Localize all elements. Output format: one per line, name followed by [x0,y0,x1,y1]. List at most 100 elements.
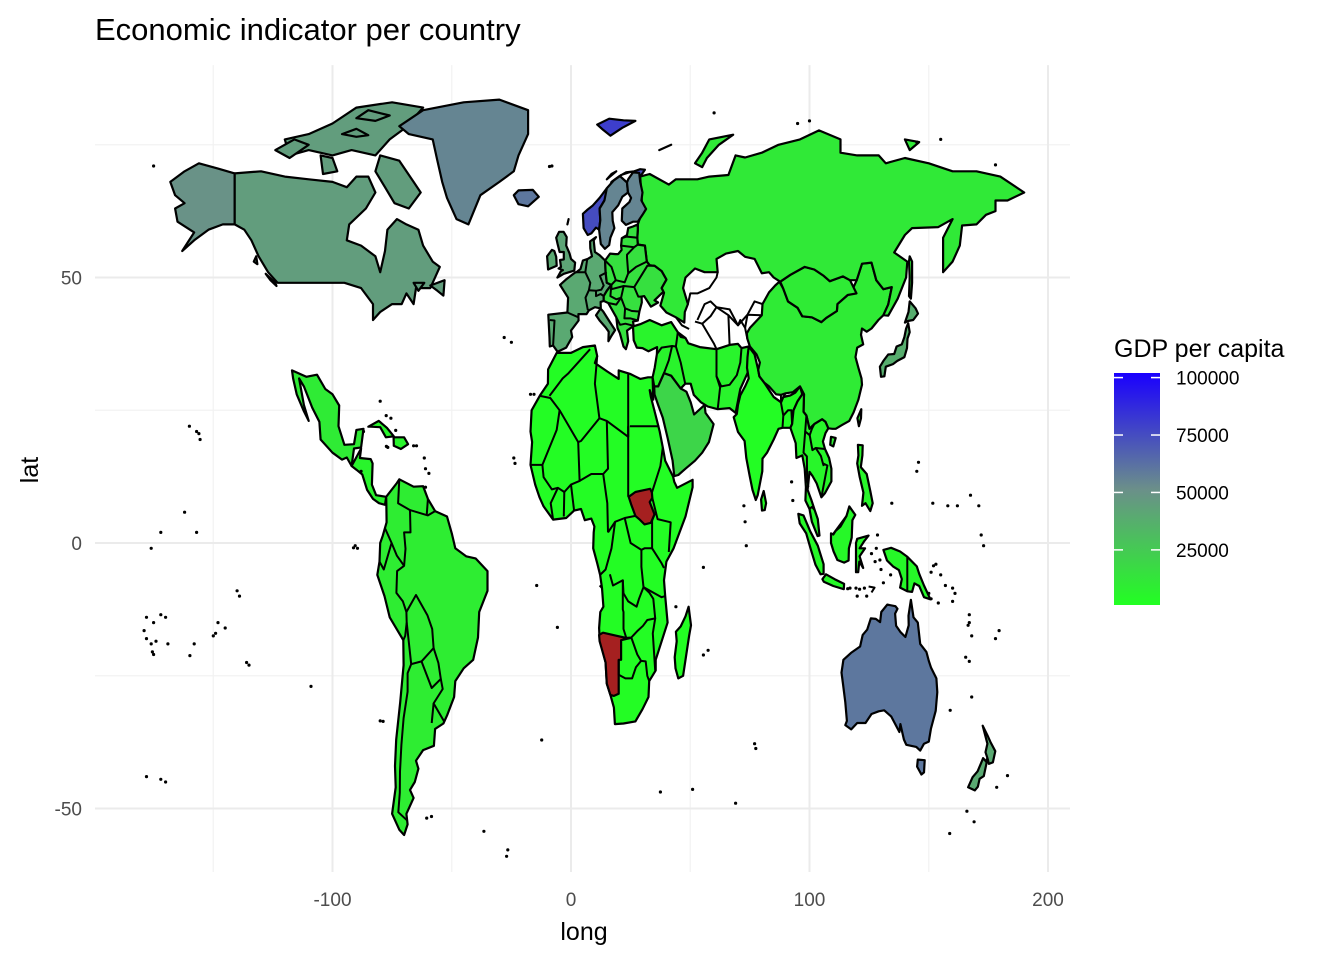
country-hispaniola [394,437,409,449]
country-south-america [377,479,487,835]
island-dot [949,709,952,712]
island-dot [352,546,355,549]
island-dot [882,581,885,584]
island-dot [977,504,980,507]
island-dot [247,664,250,667]
island-dot [790,480,793,483]
island-dot [245,661,248,664]
island-dot [858,588,861,591]
border-line [564,492,565,517]
island-dot [995,786,998,789]
island-dot [214,632,217,635]
legend: GDP per capita 100000750005000025000 [1114,335,1285,605]
island-dot [745,544,748,547]
island-dot [512,456,515,459]
island-dot [532,393,535,396]
legend-title: GDP per capita [1114,335,1285,363]
country-sulawesi [856,536,869,573]
island-dot [691,788,694,791]
island-dot [939,573,942,576]
island-dot [742,504,745,507]
island-dot [425,817,428,820]
island-dot [986,758,989,761]
island-dot [998,629,1001,632]
small-landmass [275,139,308,158]
island-dot [889,573,892,576]
island-dot [863,587,866,590]
island-dot [915,470,918,473]
y-tick-label: 50 [61,269,82,290]
border-line [816,448,825,449]
island-dot [890,502,893,505]
country-baffin [375,155,420,208]
island-dot [956,504,959,507]
country-hokkaido [905,301,918,322]
island-dot [193,642,196,645]
island-dot [948,832,951,835]
island-dot [879,568,882,571]
country-java [822,574,844,589]
island-dot [937,601,940,604]
x-tick-label: -100 [313,890,351,911]
island-dot [188,654,191,657]
country-cuba [368,421,394,437]
island-dot [154,640,157,643]
country-greenland [399,100,528,225]
island-dot [870,552,873,555]
island-dot [159,613,162,616]
country-taiwan [857,409,861,426]
island-dot [430,815,433,818]
island-dot [874,560,877,563]
island-dot [362,430,365,433]
island-dot [423,456,426,459]
island-dot [356,547,359,550]
x-tick-label: 200 [1032,890,1064,911]
island-dot [953,592,956,595]
x-axis-title: long [560,918,607,946]
island-dot [965,810,968,813]
island-dot [506,848,509,851]
country-iceland [514,190,539,206]
island-dot [513,462,516,465]
island-dot [540,738,543,741]
island-dot [964,656,967,659]
island-dot [412,444,415,447]
island-dot [195,531,198,534]
island-dot [968,660,971,663]
island-dot [145,637,148,640]
border-line [427,499,428,516]
small-landmass [254,256,258,264]
island-dot [917,461,920,464]
island-dot [969,494,972,497]
island-dot [152,164,155,167]
island-dot [505,855,508,858]
island-dot [980,533,983,536]
island-dot [754,747,757,750]
island-dot [152,621,155,624]
island-dot [702,566,705,569]
island-dot [796,122,799,125]
island-dot [385,414,388,417]
island-dot [424,467,427,470]
country-tasmania [917,760,925,775]
island-dot [702,653,705,656]
island-dot [934,563,937,566]
country-borneo [831,506,855,562]
island-dot [510,341,513,344]
legend-label: 100000 [1176,369,1239,390]
island-dot [150,642,153,645]
country-madagascar [675,607,691,679]
country-japan [880,323,910,377]
island-dot [744,520,747,523]
island-dot [183,511,186,514]
border-line [702,324,716,350]
island-dot [556,626,559,629]
island-dot [159,531,162,534]
legend-label: 25000 [1176,541,1229,562]
island-dot [197,432,200,435]
island-dot [946,504,949,507]
island-dot [360,470,363,473]
island-dot [212,634,215,637]
island-dot [734,802,737,805]
island-dot [535,584,538,587]
